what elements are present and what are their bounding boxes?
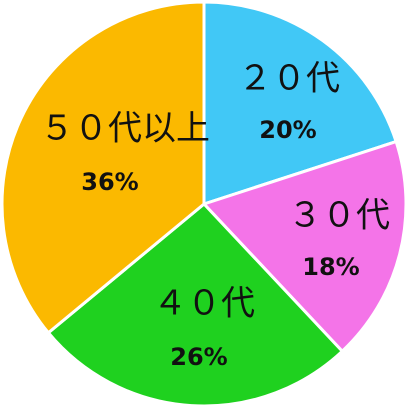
- pie-slice-2: [201, 139, 408, 354]
- slice-label-3: ４０代: [153, 284, 255, 324]
- slice-label-4: ５０代以上: [40, 109, 210, 149]
- slice-value-1: 20%: [259, 116, 316, 144]
- slice-value-3: 26%: [170, 343, 227, 371]
- slice-value-2: 18%: [302, 253, 359, 281]
- pie-slice-1: [202, 0, 399, 207]
- pie-slice-3: [46, 201, 345, 408]
- pie-labels: ２０代 20% ３０代 18% ４０代 26% ５０代以上 36%: [40, 59, 390, 372]
- slice-value-4: 36%: [81, 168, 138, 196]
- pie-slice-4: [0, 0, 206, 335]
- slice-label-1: ２０代: [238, 59, 340, 99]
- slice-label-2: ３０代: [288, 196, 390, 236]
